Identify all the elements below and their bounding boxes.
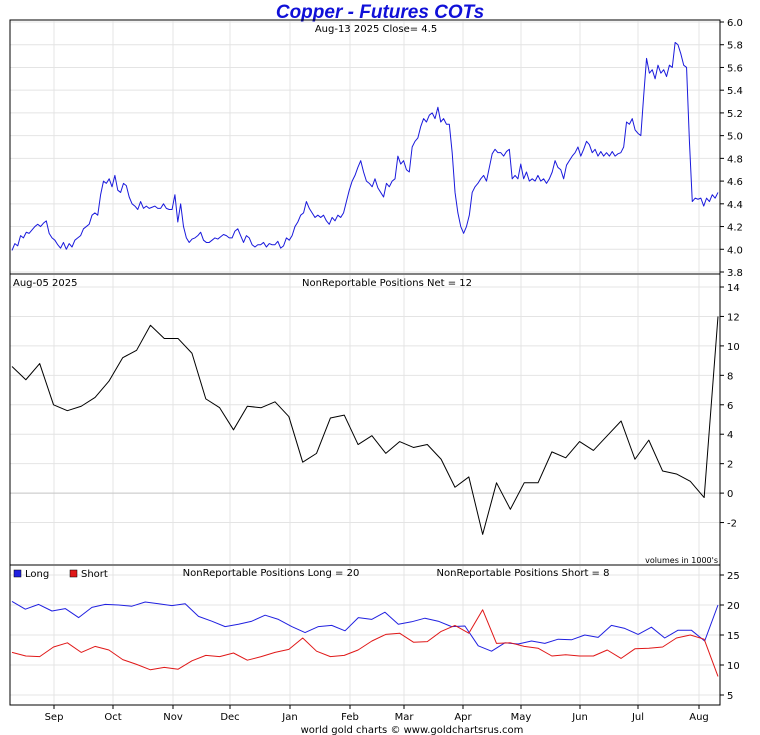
price-ytick-label: 5.6 <box>727 63 743 74</box>
short-series-line <box>11 609 719 677</box>
net-ytick-label: 2 <box>727 460 733 471</box>
long-series-line <box>11 600 719 652</box>
price-ytick-label: 4.2 <box>727 223 743 234</box>
net-ytick-label: 6 <box>727 401 733 412</box>
ls-ytick-label: 10 <box>727 661 740 672</box>
price-series-line <box>11 41 719 251</box>
price-ytick-label: 6.0 <box>727 18 743 29</box>
month-label: Dec <box>220 712 239 723</box>
net-ytick-label: 12 <box>727 312 740 323</box>
price-ytick-label: 4.6 <box>727 177 743 188</box>
net-series-line <box>11 316 719 535</box>
legend-long-swatch <box>13 569 22 578</box>
month-label: Mar <box>395 712 415 723</box>
ls-ytick-label: 20 <box>727 601 740 612</box>
month-label: Jul <box>631 712 644 723</box>
net-date-label: Aug-05 2025 <box>13 278 78 289</box>
price-ytick-label: 5.0 <box>727 132 743 143</box>
price-ytick-label: 5.4 <box>727 86 743 97</box>
price-subtitle: Aug-13 2025 Close= 4.5 <box>315 24 437 35</box>
ls-ytick-label: 25 <box>727 571 740 582</box>
month-label: Jan <box>281 712 297 723</box>
month-label: May <box>511 712 532 723</box>
net-ytick-label: 10 <box>727 342 740 353</box>
grid-layer <box>10 21 720 704</box>
month-label: Apr <box>454 712 472 723</box>
axis-layer: 6.0 5.8 5.6 5.4 5.2 5.0 4.8 4.6 4.4 4.2 4.0 3.8 14 12… <box>45 18 743 723</box>
price-ytick-label: 4.8 <box>727 154 743 165</box>
legend-short-swatch <box>69 569 78 578</box>
month-label: Feb <box>341 712 359 723</box>
price-ytick-label: 5.2 <box>727 109 743 120</box>
price-panel-frame <box>9 19 721 275</box>
ls-ytick-label: 15 <box>727 631 740 642</box>
net-ytick-label: 14 <box>727 283 740 294</box>
net-ytick-label: 4 <box>727 430 733 441</box>
ls-ytick-label: 5 <box>727 691 733 702</box>
short-positions-label: NonReportable Positions Short = 8 <box>437 568 610 579</box>
price-ytick-label: 5.8 <box>727 41 743 52</box>
long-positions-label: NonReportable Positions Long = 20 <box>183 568 360 579</box>
price-ytick-label: 4.4 <box>727 200 743 211</box>
net-ytick-label: 8 <box>727 371 733 382</box>
net-ytick-label: 0 <box>727 489 733 500</box>
price-ytick-label: 4.0 <box>727 245 743 256</box>
footer-credit: world gold charts © www.goldchartsrus.co… <box>301 725 524 735</box>
legend-short-label: Short <box>81 569 108 580</box>
net-ytick-label: -2 <box>727 519 737 530</box>
legend-long-label: Long <box>25 569 49 580</box>
month-label: Nov <box>163 712 183 723</box>
series-layer <box>11 41 719 677</box>
month-label: Sep <box>45 712 64 723</box>
month-label: Jun <box>571 712 588 723</box>
month-label: Aug <box>689 712 709 723</box>
chart-title: Copper - Futures COTs <box>275 2 485 23</box>
net-panel-frame <box>9 273 721 566</box>
price-ytick-label: 3.8 <box>727 268 743 279</box>
net-positions-label: NonReportable Positions Net = 12 <box>302 278 472 289</box>
units-note: volumes in 1000's <box>645 556 718 565</box>
month-label: Oct <box>104 712 121 723</box>
